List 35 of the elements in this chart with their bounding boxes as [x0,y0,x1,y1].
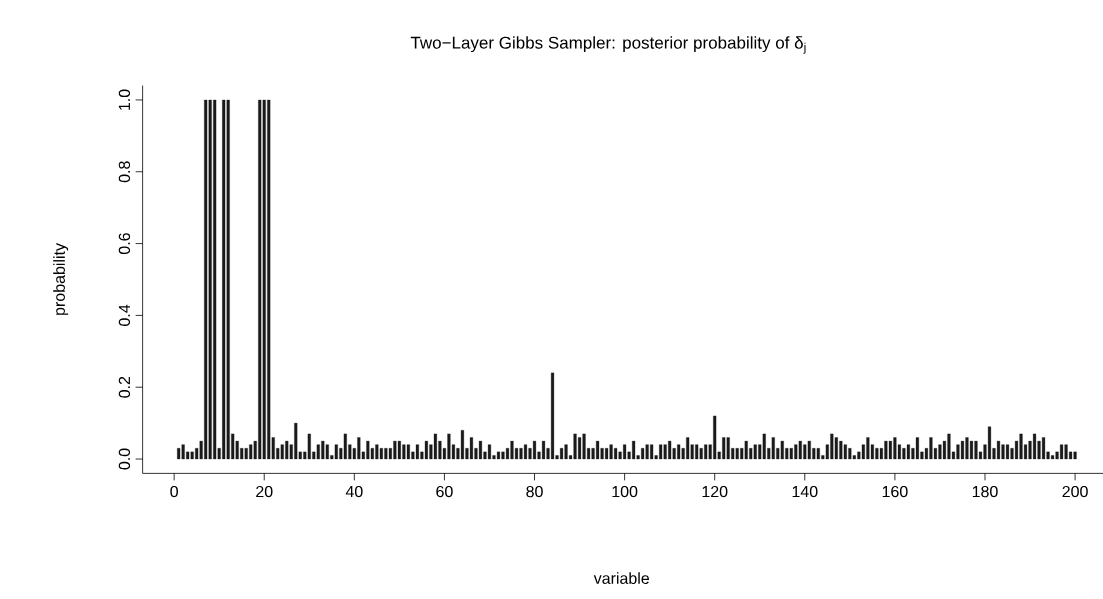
x-tick-label: 180 [972,485,998,498]
x-tick-label: 160 [882,485,908,498]
x-tick-label: 140 [792,485,818,498]
x-tick-label: 20 [256,485,273,498]
bar [969,440,974,460]
x-tick-label: 120 [702,485,728,498]
bar [496,451,501,460]
bar [177,448,181,460]
y-tick-label: 0.0 [118,448,131,470]
bar [1032,433,1037,460]
y-axis-title: probability [53,243,69,315]
x-tick-label: 200 [1062,485,1088,498]
x-tick-label: 80 [526,485,543,498]
x-axis-title: variable [593,572,649,584]
x-tick-label: 0 [170,485,178,498]
bar [996,440,1001,460]
bar [478,440,483,460]
bar [541,440,546,460]
bar [987,426,992,460]
bar [532,440,537,460]
bar [960,440,965,460]
x-tick-label: 60 [436,485,453,498]
y-tick-label: 0.4 [118,304,131,326]
bar [487,444,492,460]
bar [1073,451,1077,460]
x-tick-label: 40 [345,485,363,498]
y-tick-label: 1.0 [118,89,131,110]
chart-title: Two−Layer Gibbs Sampler: posterior probability of δ$_{j}$ [410,36,806,54]
y-tick-label: 0.2 [118,376,131,398]
bar [1005,444,1010,460]
bar [523,444,528,460]
x-tick-label: 100 [612,485,638,498]
y-tick-label: 0.8 [118,161,131,183]
y-tick-label: 0.6 [118,233,131,255]
bar [550,372,555,460]
